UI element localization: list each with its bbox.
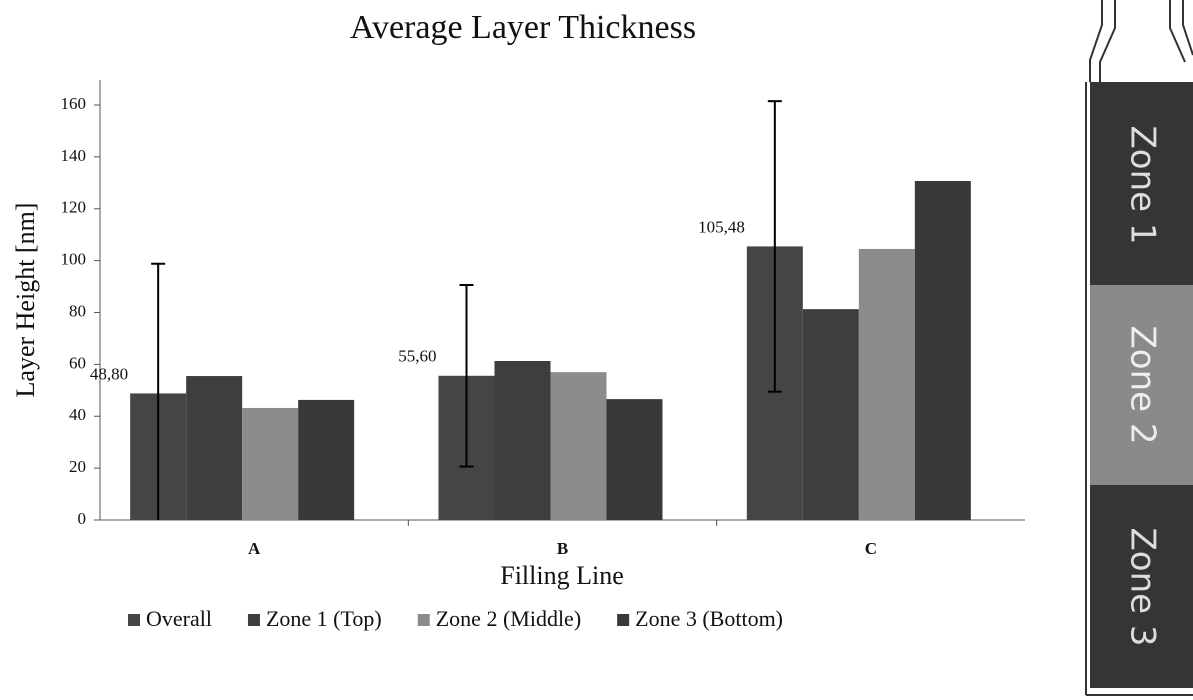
y-tick-label: 0 [78,509,87,528]
legend-swatch [128,614,140,626]
zone-label: Zone 1 [1123,126,1163,245]
y-axis-label: Layer Height [nm] [11,203,40,398]
bar [186,376,243,520]
bar [606,399,663,520]
y-tick-label: 140 [61,146,87,165]
zone-3-block [1090,485,1193,688]
legend-label: Zone 3 (Bottom) [635,606,783,631]
bar [242,407,299,520]
data-label: 105,48 [698,217,745,236]
y-tick-label: 40 [69,405,86,424]
bar [550,372,607,520]
legend-label: Overall [146,606,212,631]
x-tick-label: B [557,539,568,558]
zone-2-block [1090,285,1193,485]
legend-swatch [617,614,630,626]
x-tick-label: C [865,539,877,558]
y-tick-label: 20 [69,457,86,476]
x-axis-label: Filling Line [500,561,624,590]
y-tick-label: 100 [61,250,87,269]
bar [494,361,551,520]
error-bar [767,100,782,393]
legend-label: Zone 1 (Top) [266,606,382,631]
legend-swatch [247,614,260,626]
error-bar [151,262,166,520]
zone-label: Zone 2 [1123,326,1163,445]
bar [298,399,355,520]
y-tick-label: 80 [69,301,86,320]
y-tick-label: 60 [69,353,86,372]
bar [858,248,915,520]
error-bar [459,284,474,468]
bar [914,180,971,520]
y-tick-label: 160 [61,94,87,113]
zone-label: Zone 3 [1123,528,1163,647]
x-tick-label: A [248,539,261,558]
vial-diagram: Zone 1 Zone 2 Zone 3 [1085,0,1193,696]
plot-area [130,100,971,520]
chart-title: Average Layer Thickness [350,9,696,46]
vial-neck [1089,0,1193,82]
data-label: 48,80 [90,364,128,383]
legend-swatch [417,614,430,626]
data-label: 55,60 [398,347,436,366]
bar [802,309,859,520]
zone-1-block [1090,82,1193,285]
legend-label: Zone 2 (Middle) [436,606,581,631]
y-tick-label: 120 [61,198,87,217]
